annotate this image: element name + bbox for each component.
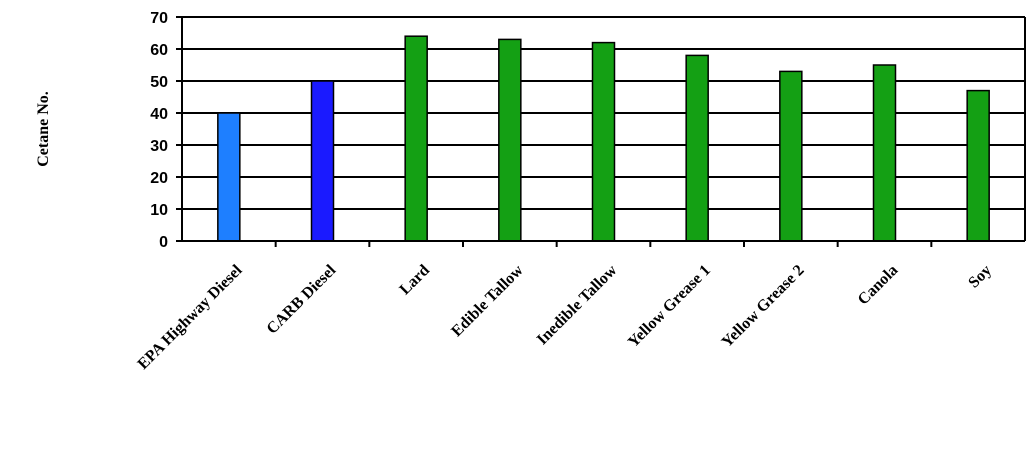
x-tick-labels: EPA Highway Diesel CARB Diesel Lard Edible … xyxy=(135,261,995,373)
x-tick-label: Yellow Grease 1 xyxy=(625,262,714,351)
y-tick-label: 30 xyxy=(150,138,168,155)
y-tick-label: 50 xyxy=(150,74,168,91)
bar xyxy=(498,38,522,242)
y-axis-title: Cetane No. xyxy=(35,91,52,167)
y-tick-labels: 0 10 20 30 40 50 60 70 xyxy=(150,10,168,251)
bars xyxy=(217,35,990,242)
bar xyxy=(404,35,428,242)
x-tick-label: CARB Diesel xyxy=(264,261,340,337)
bar xyxy=(966,89,990,242)
x-tick-label: Inedible Tallow xyxy=(534,261,621,348)
x-tick-label: EPA Highway Diesel xyxy=(135,261,247,373)
y-tick-label: 60 xyxy=(150,42,168,59)
bar xyxy=(217,112,241,242)
y-tick-label: 20 xyxy=(150,170,168,187)
axes xyxy=(176,16,1026,247)
bar xyxy=(591,41,616,242)
x-tick-label: Yellow Grease 2 xyxy=(719,262,808,351)
bar xyxy=(779,70,803,242)
y-tick-label: 40 xyxy=(150,106,168,123)
x-tick-label: Edible Tallow xyxy=(448,261,527,340)
y-tick-label: 70 xyxy=(150,10,168,27)
x-tick-label: Canola xyxy=(855,262,902,309)
x-tick-label: Soy xyxy=(965,262,995,292)
y-tick-label: 0 xyxy=(159,234,168,251)
x-tick-label: Lard xyxy=(396,262,433,299)
bar xyxy=(872,64,897,242)
bar xyxy=(310,80,335,242)
bar xyxy=(685,54,709,242)
y-tick-label: 10 xyxy=(150,202,168,219)
